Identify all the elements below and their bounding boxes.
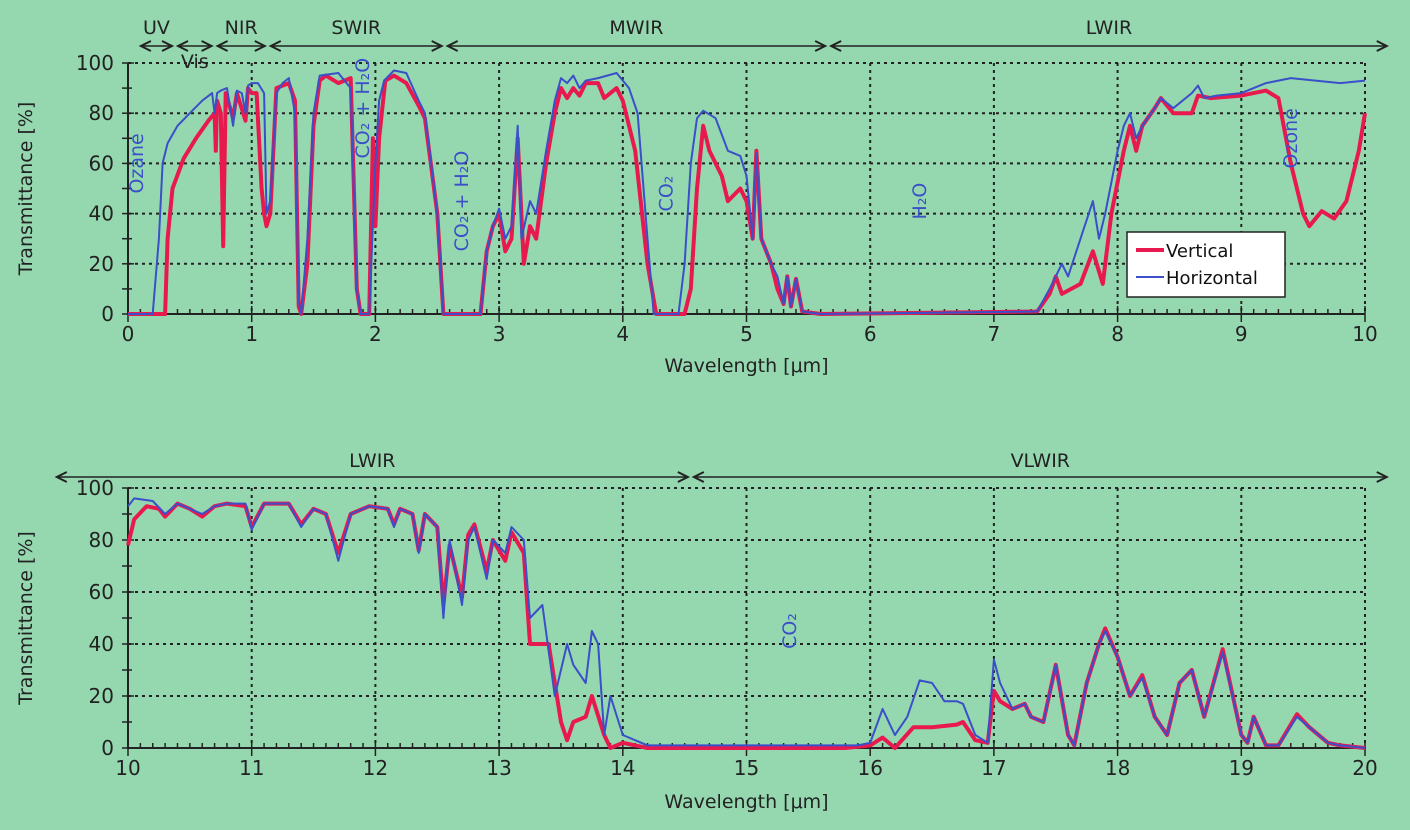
- y-tick-label: 40: [89, 202, 114, 226]
- annotation-label: H₂O: [909, 183, 931, 220]
- band-uv: UV: [138, 17, 175, 52]
- x-tick-label: 7: [988, 322, 1001, 346]
- y-tick-label: 80: [89, 101, 114, 125]
- y-tick-label: 40: [89, 632, 114, 656]
- x-axis-title: Wavelength [μm]: [664, 791, 828, 813]
- arrow-right-icon: [161, 40, 175, 52]
- y-tick-label: 100: [76, 51, 114, 75]
- band-label: UV: [143, 17, 170, 39]
- y-tick-label: 80: [89, 528, 114, 552]
- arrow-right-icon: [1376, 40, 1389, 52]
- band-label: LWIR: [1086, 17, 1132, 39]
- annotation-label: Ozane: [126, 133, 148, 193]
- x-tick-label: 3: [493, 322, 506, 346]
- x-tick-label: 19: [1229, 756, 1254, 780]
- x-tick-label: 9: [1235, 322, 1248, 346]
- x-tick-label: 17: [981, 756, 1006, 780]
- band-label: VLWIR: [1011, 450, 1070, 472]
- arrow-right-icon: [677, 471, 691, 483]
- legend-label: Vertical: [1166, 241, 1233, 262]
- x-tick-label: 20: [1352, 756, 1377, 780]
- band-lwir: LWIR: [828, 17, 1389, 52]
- band-label: LWIR: [349, 450, 395, 472]
- legend: Vertical Horizontal: [1126, 231, 1286, 298]
- band-swir: SWIR: [268, 17, 444, 52]
- series-line-vertical: [128, 73, 1367, 316]
- x-axis-title: Wavelength [μm]: [664, 355, 828, 377]
- arrow-right-icon: [814, 40, 828, 52]
- x-tick-label: 10: [1352, 322, 1377, 346]
- chart-panel-2: 10 11 12 13 14 15 16 17 18 19 20 0 20 40 60 80 100 Wavele…: [15, 450, 1389, 813]
- arrow-left-icon: [691, 471, 705, 483]
- x-tick-label: 13: [486, 756, 511, 780]
- arrow-left-icon: [445, 40, 459, 52]
- series-line-horizontal: [128, 69, 1366, 315]
- y-tick-label: 20: [89, 684, 114, 708]
- y-tick-label: 60: [89, 580, 114, 604]
- band-label: NIR: [225, 17, 258, 39]
- x-tick-label: 15: [734, 756, 759, 780]
- band-label: SWIR: [331, 17, 381, 39]
- y-axis-title: Transmittance [%]: [15, 531, 37, 706]
- arrow-left-icon: [138, 40, 152, 52]
- arrow-left-icon: [215, 40, 229, 52]
- x-tick-label: 11: [239, 756, 264, 780]
- band-lwir: LWIR: [54, 450, 691, 483]
- arrow-right-icon: [201, 40, 214, 52]
- legend-label: Horizontal: [1166, 268, 1258, 289]
- arrow-right-icon: [1376, 471, 1389, 483]
- band-vlwir: VLWIR: [691, 450, 1389, 483]
- x-tick-label: 8: [1111, 322, 1124, 346]
- x-tick-label: 18: [1105, 756, 1130, 780]
- legend-box: [1126, 231, 1286, 298]
- y-tick-label: 100: [76, 476, 114, 500]
- x-tick-label: 6: [864, 322, 877, 346]
- annotation-label: CO₂: [779, 613, 801, 649]
- x-tick-label: 4: [616, 322, 629, 346]
- band-vis: Vis: [175, 40, 214, 73]
- band-mwir: MWIR: [445, 17, 828, 52]
- annotation-label: CO₂ + H₂O: [352, 58, 374, 159]
- x-tick-label: 14: [610, 756, 635, 780]
- x-tick-label: 0: [122, 322, 135, 346]
- band-nir: NIR: [215, 17, 268, 52]
- series-line-horizontal: [127, 497, 1366, 749]
- annotation-label: CO₂: [655, 176, 677, 212]
- band-label: MWIR: [609, 17, 663, 39]
- annotation-label: Ozone: [1280, 108, 1302, 168]
- arrow-right-icon: [254, 40, 268, 52]
- y-tick-label: 60: [89, 151, 114, 175]
- y-tick-label: 20: [89, 252, 114, 276]
- arrow-left-icon: [268, 40, 282, 52]
- x-tick-label: 1: [245, 322, 258, 346]
- arrow-left-icon: [54, 471, 68, 483]
- arrow-left-icon: [828, 40, 842, 52]
- band-label: Vis: [181, 51, 209, 73]
- x-tick-label: 5: [740, 322, 753, 346]
- x-tick-label: 12: [363, 756, 388, 780]
- annotation-label: CO₂ + H₂O: [451, 151, 473, 252]
- y-axis-title: Transmittance [%]: [15, 102, 37, 277]
- y-tick-label: 0: [101, 302, 114, 326]
- arrow-left-icon: [175, 40, 189, 52]
- x-tick-label: 2: [369, 322, 382, 346]
- y-tick-label: 0: [101, 736, 114, 760]
- x-tick-label: 16: [857, 756, 882, 780]
- arrow-right-icon: [431, 40, 444, 52]
- x-tick-label: 10: [115, 756, 140, 780]
